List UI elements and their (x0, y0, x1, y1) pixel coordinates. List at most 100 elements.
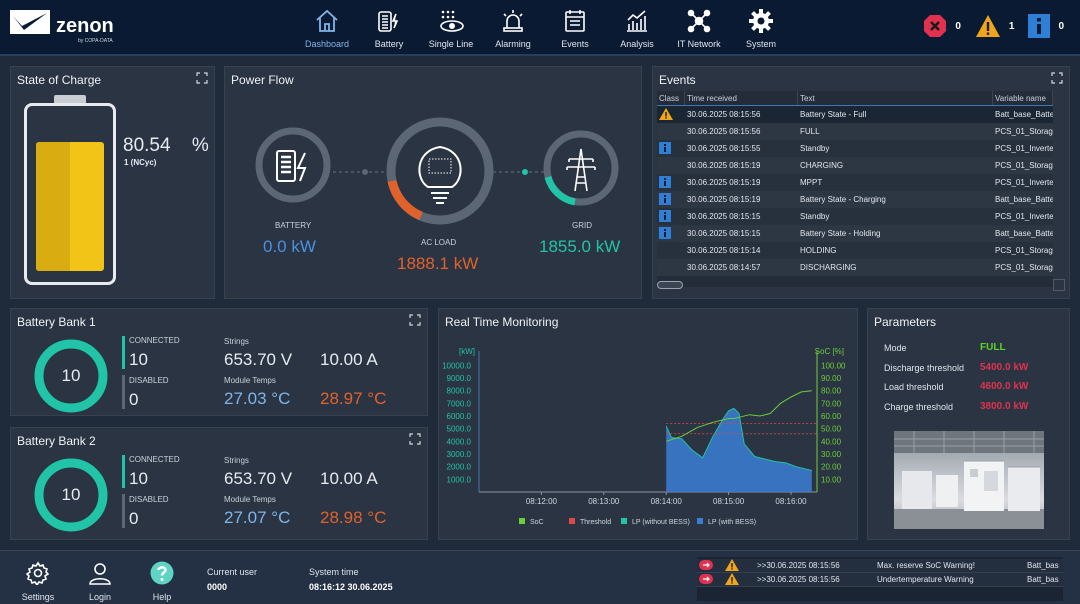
table-row[interactable]: 30.06.2025 08:15:19 CHARGING PCS_01_Storag… (657, 157, 1053, 174)
parameter-label: Discharge threshold (884, 362, 965, 373)
time-cell: 30.06.2025 08:15:15 (687, 212, 761, 221)
variable-cell: PCS_01_Storage (995, 161, 1053, 170)
help-button[interactable]: Help (142, 561, 182, 602)
y-tick-label-right: 10.00 (821, 475, 842, 484)
disabled-bar (122, 375, 125, 409)
nav-dashboard[interactable]: Dashboard (296, 6, 358, 49)
y-tick-label-right: 80.00 (821, 387, 842, 396)
info-icon (657, 141, 685, 156)
legend-swatch (697, 518, 703, 524)
variable-cell: PCS_01_Inverte (995, 178, 1053, 187)
table-header: Class Time received Text Variable name (657, 91, 1053, 106)
horizontal-scrollbar[interactable] (657, 281, 683, 289)
power-flow-panel: Power Flow BATTERY 0.0 kW (224, 66, 642, 299)
nav-alarming[interactable]: Alarming (482, 6, 544, 49)
message-time: >>30.06.2025 08:15:56 (757, 561, 840, 570)
bank-count: 10 (61, 366, 81, 385)
y-tick-label-left: 3000.0 (447, 450, 472, 459)
error-counter[interactable]: 0 (923, 14, 961, 38)
warning-icon (723, 558, 755, 573)
settings-label: Settings (21, 592, 55, 602)
battery-terminal (54, 95, 86, 105)
expand-icon[interactable] (1051, 72, 1063, 84)
table-row[interactable]: 30.06.2025 08:14:57 DISCHARGING PCS_01_Sto… (657, 259, 1053, 276)
nav-label: Analysis (620, 39, 654, 49)
table-row[interactable]: 30.06.2025 08:15:19 Battery State - Charg… (657, 191, 1053, 208)
parameter-label: Charge threshold (884, 401, 954, 412)
error-icon (924, 15, 947, 37)
text-cell: MPPT (800, 178, 823, 187)
error-icon (697, 573, 723, 586)
connected-label: CONNECTED (129, 455, 180, 464)
time-cell: 30.06.2025 08:15:14 (687, 246, 761, 255)
panel-title: Events (659, 73, 696, 87)
y-tick-label-left: 4000.0 (447, 437, 472, 446)
parameter-value: 4600.0 kW (980, 381, 1029, 392)
info-counter[interactable]: 0 (1028, 14, 1064, 38)
system-time-label: System time (309, 567, 359, 577)
column-header-text[interactable]: Text (798, 91, 993, 105)
x-tick-label: 08:14:00 (651, 497, 683, 506)
expand-icon[interactable] (196, 72, 208, 84)
nav-system[interactable]: System (730, 6, 792, 49)
error-icon (697, 559, 723, 572)
legend-label: SoC (530, 519, 544, 526)
text-cell: Standby (800, 212, 830, 221)
table-row[interactable]: 30.06.2025 08:15:56 FULL PCS_01_Storage (657, 123, 1053, 140)
warehouse-photo (894, 431, 1044, 529)
column-header-variable[interactable]: Variable name (993, 91, 1053, 105)
parameter-value: FULL (980, 342, 1006, 353)
disabled-label: DISABLED (129, 376, 169, 385)
nav-events[interactable]: Events (544, 6, 606, 49)
y-tick-label-left: 8000.0 (447, 387, 472, 396)
warning-icon (657, 107, 685, 122)
lp-without-bess-line (665, 407, 812, 471)
top-bar: zenon by COPA-DATA Dashboard Battery Sin… (0, 0, 1080, 56)
lp-with-bess-area (666, 408, 812, 492)
soc-cycles: 1 (NCyc) (124, 158, 157, 167)
disabled-label: DISABLED (129, 495, 169, 504)
panel-title: Battery Bank 2 (17, 434, 96, 448)
info-icon (657, 209, 685, 224)
table-row[interactable]: 30.06.2025 08:15:55 Standby PCS_01_Inverte (657, 140, 1053, 157)
grid-label: GRID (572, 221, 592, 230)
column-header-class[interactable]: Class (657, 91, 685, 105)
table-row[interactable]: 30.06.2025 08:15:56 Battery State - Full B… (657, 106, 1053, 123)
legend-swatch (621, 518, 627, 524)
single-line-icon (437, 6, 465, 36)
nav-it-network[interactable]: IT Network (668, 6, 730, 49)
expand-icon[interactable] (409, 314, 421, 326)
bank-ring (34, 458, 108, 532)
table-row[interactable]: 30.06.2025 08:15:15 Battery State - Holdi… (657, 225, 1053, 242)
warning-count: 1 (1008, 20, 1015, 32)
table-row[interactable]: 30.06.2025 08:15:14 HOLDING PCS_01_Storage (657, 242, 1053, 259)
warning-counter[interactable]: 1 (975, 14, 1015, 38)
battery-icon (376, 6, 402, 36)
settings-button[interactable]: Settings (18, 561, 58, 602)
legend-label: LP (without BESS) (632, 519, 690, 526)
legend-label: Threshold (580, 519, 611, 526)
current-user-label: Current user (207, 567, 258, 577)
nav-single-line[interactable]: Single Line (420, 6, 482, 49)
x-tick-label: 08:13:00 (588, 497, 620, 506)
nav-analysis[interactable]: Analysis (606, 6, 668, 49)
table-row[interactable]: 30.06.2025 08:15:19 MPPT PCS_01_Inverte (657, 174, 1053, 191)
module-temp-max: 28.98 °C (320, 508, 387, 527)
power-flow-diagram (255, 117, 619, 225)
alarm-message-row[interactable]: >>30.06.2025 08:15:56 Max. reserve SoC Wa… (697, 558, 1063, 573)
nav-battery[interactable]: Battery (358, 6, 420, 49)
table-row[interactable]: 30.06.2025 08:15:15 Standby PCS_01_Inverte (657, 208, 1053, 225)
battery-node-icon (276, 150, 307, 182)
y-tick-label-right: 100.00 (821, 361, 846, 370)
alarm-message-row[interactable]: >>30.06.2025 08:15:56 Undertemperature Wa… (697, 572, 1063, 587)
ac-load-label: AC LOAD (421, 238, 457, 247)
user-icon (89, 563, 111, 585)
disabled-bar (122, 494, 125, 528)
x-tick-label: 08:15:00 (713, 497, 745, 506)
legend-swatch (569, 518, 575, 524)
column-header-time[interactable]: Time received (685, 91, 798, 105)
expand-icon[interactable] (409, 433, 421, 445)
help-label: Help (152, 592, 172, 602)
login-button[interactable]: Login (80, 561, 120, 602)
y-tick-label-right: 60.00 (821, 412, 842, 421)
